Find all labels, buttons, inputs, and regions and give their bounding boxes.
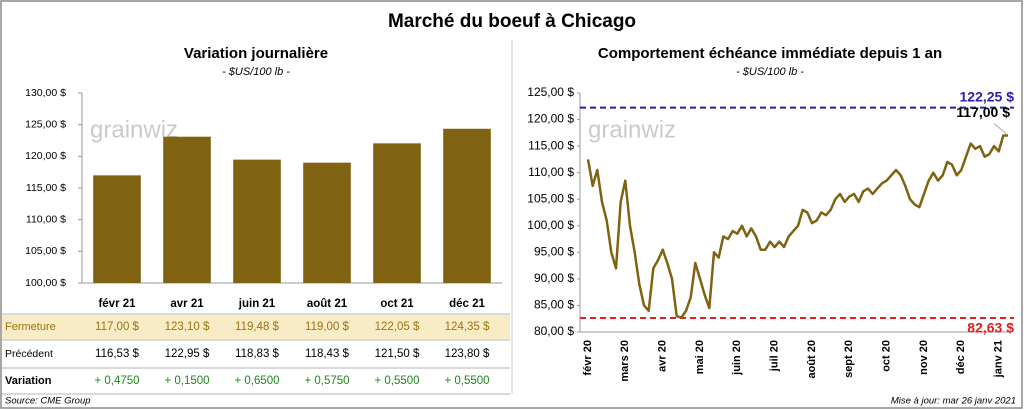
chart-subtitle: - $US/100 lb - [222, 66, 290, 78]
table-cell: + 0,6500 [234, 375, 279, 387]
x-tick-label: juin 20 [731, 340, 743, 376]
x-tick-label: févr 20 [582, 340, 594, 375]
table-cell: + 0,1500 [164, 375, 209, 387]
table-cell: 122,95 $ [165, 348, 210, 360]
bar [373, 143, 421, 283]
table-cell: 118,43 $ [305, 348, 350, 360]
value-label: 122,05 $ [375, 321, 420, 333]
x-tick-label: juil 20 [769, 340, 781, 372]
price-line [586, 134, 1008, 319]
footer-updated: Mise à jour: mar 26 janv 2021 [891, 396, 1016, 407]
bar [93, 175, 141, 283]
row-label: Précédent [5, 348, 53, 360]
table-cell: 118,83 $ [235, 348, 280, 360]
reference-label: 82,63 $ [967, 320, 1014, 336]
y-tick-label: 110,00 $ [528, 165, 574, 179]
y-tick-label: 120,00 $ [25, 150, 66, 162]
row-label: Fermeture [5, 321, 56, 333]
x-tick-label: avr 21 [170, 298, 204, 310]
footer-source: Source: CME Group [5, 396, 91, 407]
table-cell: + 0,4750 [94, 375, 139, 387]
table-cell: 121,50 $ [375, 348, 420, 360]
x-tick-label: juin 21 [238, 298, 276, 310]
value-label: 119,48 $ [235, 321, 280, 333]
value-label: 119,00 $ [305, 321, 350, 333]
page-title: Marché du boeuf à Chicago [388, 11, 636, 32]
y-tick-label: 100,00 $ [25, 277, 66, 289]
y-tick-label: 115,00 $ [528, 138, 574, 152]
chart-subtitle: - $US/100 lb - [736, 66, 804, 78]
end-annotation: 117,00 $ [956, 104, 1010, 120]
y-tick-label: 100,00 $ [527, 218, 574, 232]
table-cell: + 0,5500 [444, 375, 489, 387]
y-tick-label: 85,00 $ [534, 298, 574, 312]
row-label: Variation [5, 375, 52, 387]
y-tick-label: 130,00 $ [25, 87, 66, 99]
x-tick-label: sept 20 [843, 340, 855, 378]
y-tick-label: 105,00 $ [25, 245, 66, 257]
x-tick-label: déc 21 [449, 298, 485, 310]
x-tick-label: oct 20 [881, 340, 893, 372]
y-tick-label: 125,00 $ [527, 85, 574, 99]
bar [443, 128, 491, 283]
x-tick-label: mars 20 [619, 340, 631, 382]
x-tick-label: août 21 [307, 298, 348, 310]
x-tick-label: déc 20 [955, 340, 967, 374]
y-tick-label: 125,00 $ [25, 118, 66, 130]
chart-title: Comportement échéance immédiate depuis 1… [598, 45, 942, 62]
y-tick-label: 90,00 $ [534, 271, 574, 285]
value-label: 117,00 $ [95, 321, 140, 333]
x-tick-label: avr 20 [657, 340, 669, 372]
y-tick-label: 105,00 $ [527, 191, 574, 205]
table-cell: + 0,5500 [374, 375, 419, 387]
y-tick-label: 110,00 $ [26, 213, 66, 225]
x-tick-label: août 20 [806, 340, 818, 379]
x-tick-label: mai 20 [694, 340, 706, 374]
bar [233, 159, 281, 283]
bar [303, 162, 351, 283]
x-tick-label: nov 20 [918, 340, 930, 375]
value-label: 123,10 $ [165, 321, 210, 333]
value-label: 124,35 $ [445, 321, 490, 333]
chart-title: Variation journalière [184, 45, 328, 62]
x-tick-label: févr 21 [98, 298, 136, 310]
reference-label: 122,25 $ [960, 88, 1015, 104]
y-tick-label: 80,00 $ [534, 324, 574, 338]
table-cell: 116,53 $ [95, 348, 140, 360]
table-cell: 123,80 $ [445, 348, 490, 360]
y-tick-label: 120,00 $ [527, 112, 574, 126]
x-tick-label: janv 21 [993, 340, 1005, 378]
bar [163, 136, 211, 283]
x-tick-label: oct 21 [380, 298, 414, 310]
annotation-leader [993, 123, 1007, 134]
row-highlight [2, 315, 510, 339]
y-tick-label: 95,00 $ [534, 245, 574, 259]
watermark: grainwiz [588, 116, 676, 143]
table-cell: + 0,5750 [304, 375, 349, 387]
y-tick-label: 115,00 $ [26, 182, 66, 194]
